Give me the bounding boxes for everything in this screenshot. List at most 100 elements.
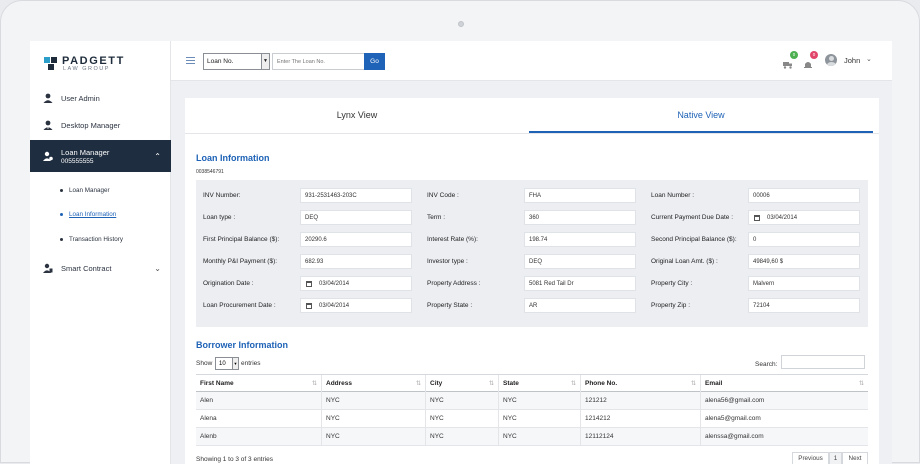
subitem-loan-information[interactable]: Loan Information <box>60 211 116 218</box>
user-icon <box>43 93 53 103</box>
field-value[interactable]: 72104 <box>748 298 860 313</box>
subitem-label: Loan Information <box>69 211 117 218</box>
field-value[interactable]: 20290.6 <box>300 232 412 247</box>
chevron-down-icon[interactable]: ⌄ <box>866 56 872 63</box>
field-value[interactable]: 03/04/2014 <box>300 276 412 291</box>
column-header-label: Email <box>705 380 723 387</box>
table-cell: alena5@gmail.com <box>700 410 868 428</box>
sidebar-item-label: Desktop Manager <box>61 120 121 130</box>
column-header[interactable]: Email ⇅ <box>700 375 868 393</box>
sidebar-item-sublabel: 005555555 <box>61 157 94 165</box>
cart-notification[interactable]: 0 <box>783 51 798 69</box>
sidebar-item-smart-contract[interactable]: Smart Contract ⌄ <box>30 255 171 281</box>
menu-icon[interactable] <box>186 57 195 64</box>
table-cell: Alen <box>200 397 214 404</box>
tab-native-view[interactable]: Native View <box>529 98 873 133</box>
table-row[interactable]: Alena NYC NYC NYC 1214212 alena5@gmail.com <box>196 410 868 428</box>
column-header-label: First Name <box>200 380 234 387</box>
sidebar-item-label: User Admin <box>61 93 100 103</box>
field-label: Property City : <box>651 280 693 287</box>
sort-icon[interactable]: ⇅ <box>858 381 864 387</box>
pagination-next[interactable]: Next <box>842 452 868 464</box>
sort-icon[interactable]: ⇅ <box>311 381 317 387</box>
tab-lynx-view[interactable]: Lynx View <box>336 110 378 120</box>
field-label: Term : <box>427 214 446 221</box>
subitem-loan-manager[interactable]: Loan Manager <box>60 187 110 194</box>
column-header-label: City <box>430 380 443 387</box>
user-name[interactable]: John <box>844 56 861 65</box>
field-value-text: Malvern <box>753 281 775 287</box>
search-type-select[interactable]: Loan No. ▼ <box>203 53 270 70</box>
alerts-notification[interactable]: 0 <box>803 51 818 68</box>
sidebar-item-desktop-manager[interactable]: Desktop Manager <box>30 112 171 138</box>
field-value[interactable]: 00006 <box>748 188 860 203</box>
field-value[interactable]: 931-2531463-203C <box>300 188 412 203</box>
column-header[interactable]: Address ⇅ <box>321 375 425 393</box>
table-cell: 12112124 <box>580 428 700 446</box>
calendar-icon[interactable] <box>306 281 312 287</box>
sort-icon[interactable]: ⇅ <box>570 381 576 387</box>
field-value-text: 198.74 <box>529 237 548 243</box>
field-value[interactable]: 0 <box>748 232 860 247</box>
field-value-text: 03/04/2014 <box>767 215 798 221</box>
column-header[interactable]: First Name ⇅ <box>196 375 321 393</box>
field-value-text: 931-2531463-203C <box>305 193 357 199</box>
calendar-icon[interactable] <box>306 303 312 309</box>
field-label: Investor type : <box>427 258 468 265</box>
go-button[interactable]: Go <box>364 53 385 70</box>
field-value[interactable]: 198.74 <box>524 232 636 247</box>
field-value[interactable]: 682.93 <box>300 254 412 269</box>
table-search-input[interactable] <box>781 355 865 369</box>
column-header[interactable]: Phone No. ⇅ <box>580 375 700 393</box>
field-value[interactable]: 360 <box>524 210 636 225</box>
brand-logo: PADGETT LAW GROUP <box>44 55 154 75</box>
avatar[interactable] <box>825 54 837 66</box>
field-value[interactable]: DEQ <box>524 254 636 269</box>
subitem-label: Loan Manager <box>69 187 110 194</box>
field-value[interactable]: 03/04/2014 <box>300 298 412 313</box>
show-label: Show <box>196 360 213 367</box>
field-value-text: AR <box>529 303 538 309</box>
table-row[interactable]: Alenb NYC NYC NYC 12112124 alenssa@gmail.com <box>196 428 868 446</box>
sidebar-item-loan-manager[interactable]: Loan Manager 005555555 ⌃ <box>30 140 171 172</box>
table-cell: 121212 <box>580 392 700 410</box>
user-money-icon <box>43 151 53 161</box>
loan-number-input[interactable] <box>272 53 365 70</box>
field-value[interactable]: 03/04/2014 <box>748 210 860 225</box>
field-label: Property State : <box>427 302 473 309</box>
bell-icon <box>804 62 812 68</box>
pagination-page-1[interactable]: 1 <box>829 452 842 464</box>
subitem-transaction-history[interactable]: Transaction History <box>60 236 123 243</box>
sort-icon[interactable]: ⇅ <box>690 381 696 387</box>
field-label: Loan Number : <box>651 192 694 199</box>
entries-select[interactable]: 10 ▼ <box>215 357 239 370</box>
column-header[interactable]: State ⇅ <box>498 375 580 393</box>
field-value-text: DEQ <box>305 215 319 221</box>
calendar-icon[interactable] <box>754 215 760 221</box>
field-label: First Principal Balance ($): <box>203 236 280 243</box>
field-label: Property Address : <box>427 280 481 287</box>
brand-name: PADGETT <box>62 55 125 67</box>
loan-number-label: 0038546791 <box>196 169 224 175</box>
field-value[interactable]: 5081 Red Tail Dr <box>524 276 636 291</box>
field-value-text: 49849,60 $ <box>753 259 784 265</box>
sort-icon[interactable]: ⇅ <box>415 381 421 387</box>
pagination-previous[interactable]: Previous <box>792 452 829 464</box>
sidebar-item-label: Smart Contract <box>61 263 112 273</box>
field-value[interactable]: AR <box>524 298 636 313</box>
field-value[interactable]: 49849,60 $ <box>748 254 860 269</box>
field-label: Current Payment Due Date : <box>651 214 734 221</box>
truck-icon <box>783 62 792 69</box>
sort-icon[interactable]: ⇅ <box>488 381 494 387</box>
bullet-icon <box>60 238 63 241</box>
field-label: Original Loan Amt. ($) : <box>651 258 718 265</box>
sidebar-item-user-admin[interactable]: User Admin <box>30 85 171 111</box>
field-value[interactable]: Malvern <box>748 276 860 291</box>
column-header[interactable]: City ⇅ <box>425 375 498 393</box>
table-row[interactable]: Alen NYC NYC NYC 121212 alena56@gmail.com <box>196 392 868 410</box>
field-value[interactable]: DEQ <box>300 210 412 225</box>
field-value[interactable]: FHA <box>524 188 636 203</box>
field-label: INV Number: <box>203 192 241 199</box>
field-value-text: 682.93 <box>305 259 324 265</box>
field-value-text: 03/04/2014 <box>319 281 350 287</box>
